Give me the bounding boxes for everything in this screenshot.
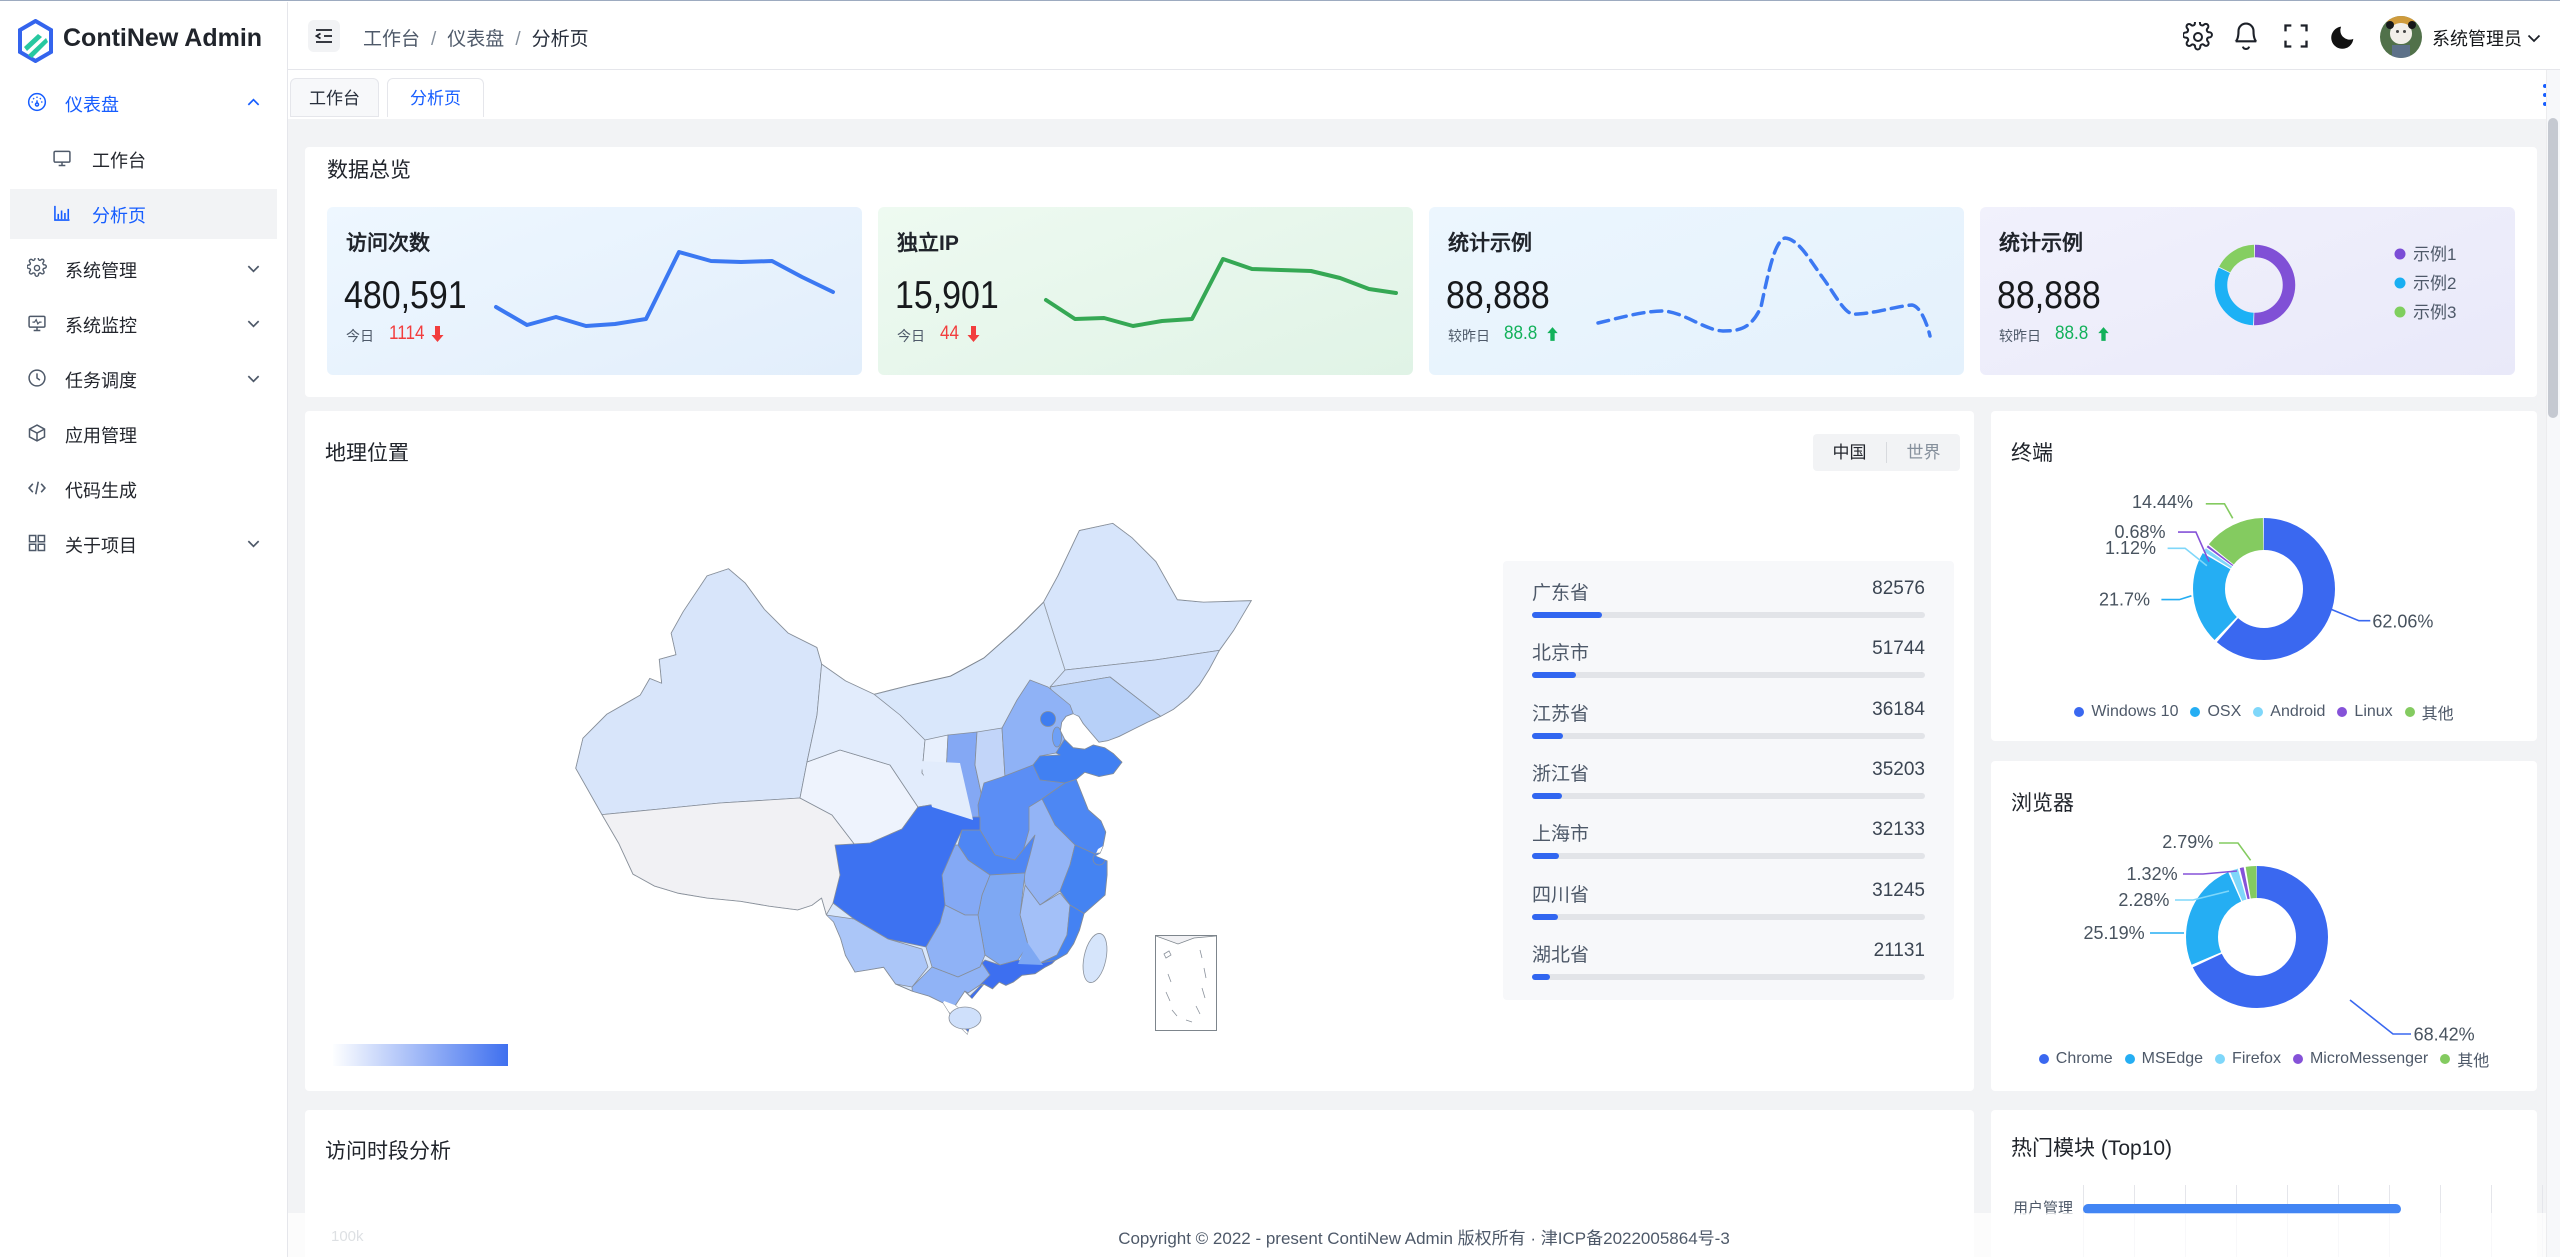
svg-text:示例3: 示例3 [2413, 303, 2456, 322]
svg-text:21.7%: 21.7% [2099, 590, 2150, 610]
svg-text:68.42%: 68.42% [2414, 1025, 2475, 1045]
svg-text:1.32%: 1.32% [2127, 864, 2178, 884]
svg-text:示例1: 示例1 [2413, 245, 2456, 264]
svg-text:25.19%: 25.19% [2084, 923, 2145, 943]
svg-text:62.06%: 62.06% [2372, 612, 2433, 632]
svg-text:2.28%: 2.28% [2118, 890, 2169, 910]
svg-text:2.79%: 2.79% [2162, 832, 2213, 852]
svg-text:14.44%: 14.44% [2132, 492, 2193, 512]
svg-text:示例2: 示例2 [2413, 274, 2456, 293]
svg-text:1.12%: 1.12% [2105, 538, 2156, 558]
svg-text:0.68%: 0.68% [2114, 522, 2165, 542]
